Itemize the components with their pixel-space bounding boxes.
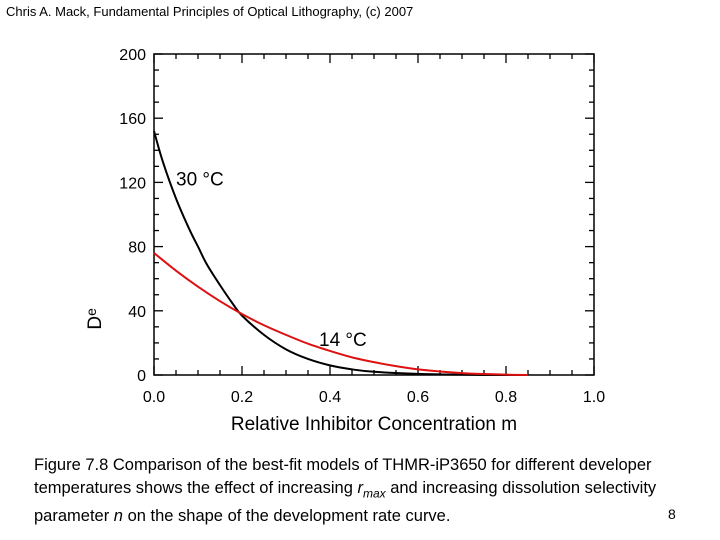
y-axis-label-main: D xyxy=(85,316,106,330)
x-tick-label: 0.6 xyxy=(407,389,429,406)
series-line-14c xyxy=(153,252,529,376)
annotation-14c: 14 °C xyxy=(319,330,367,351)
caption-suffix: on the shape of the development rate cur… xyxy=(122,507,451,526)
plot-frame xyxy=(153,53,595,376)
y-tick-label: 120 xyxy=(119,175,146,192)
y-tick-labels: 0 40 80 120 160 200 xyxy=(119,47,146,385)
series-line-30c xyxy=(153,130,529,377)
x-axis-label: Relative Inhibitor Concentration m xyxy=(231,414,517,435)
caption-middle: and increasing dissolution selectivity p… xyxy=(34,479,657,526)
y-axis-label: De xyxy=(83,308,106,330)
y-tick-label: 0 xyxy=(137,368,146,385)
y-tick-label: 80 xyxy=(128,240,146,257)
annotation-30c: 30 °C xyxy=(176,170,224,191)
header-citation: Chris A. Mack, Fundamental Principles of… xyxy=(6,4,414,19)
y-axis-label-sub: e xyxy=(83,308,99,316)
y-tick-label: 200 xyxy=(119,47,146,64)
x-tick-labels: 0.0 0.2 0.4 0.6 0.8 1.0 xyxy=(143,389,605,406)
page-number: 8 xyxy=(668,506,676,522)
x-tick-label: 0.0 xyxy=(143,389,165,406)
series-lines xyxy=(153,130,529,377)
x-tick-label: 0.8 xyxy=(495,389,517,406)
x-tick-label: 0.4 xyxy=(319,389,341,406)
x-tick-label: 0.2 xyxy=(231,389,253,406)
caption-rmax: rmax xyxy=(357,479,386,501)
axis-ticks xyxy=(153,53,595,376)
caption-rmax-r: r xyxy=(357,479,363,497)
x-tick-label: 1.0 xyxy=(583,389,605,406)
caption-prefix: Figure 7.8 Comparison of the best-fit mo… xyxy=(34,456,652,497)
caption-n: n xyxy=(113,507,123,526)
y-tick-label: 160 xyxy=(119,111,146,128)
caption-rmax-sub: max xyxy=(362,486,386,501)
figure-caption: Figure 7.8 Comparison of the best-fit mo… xyxy=(34,454,674,528)
y-tick-label: 40 xyxy=(128,304,146,321)
